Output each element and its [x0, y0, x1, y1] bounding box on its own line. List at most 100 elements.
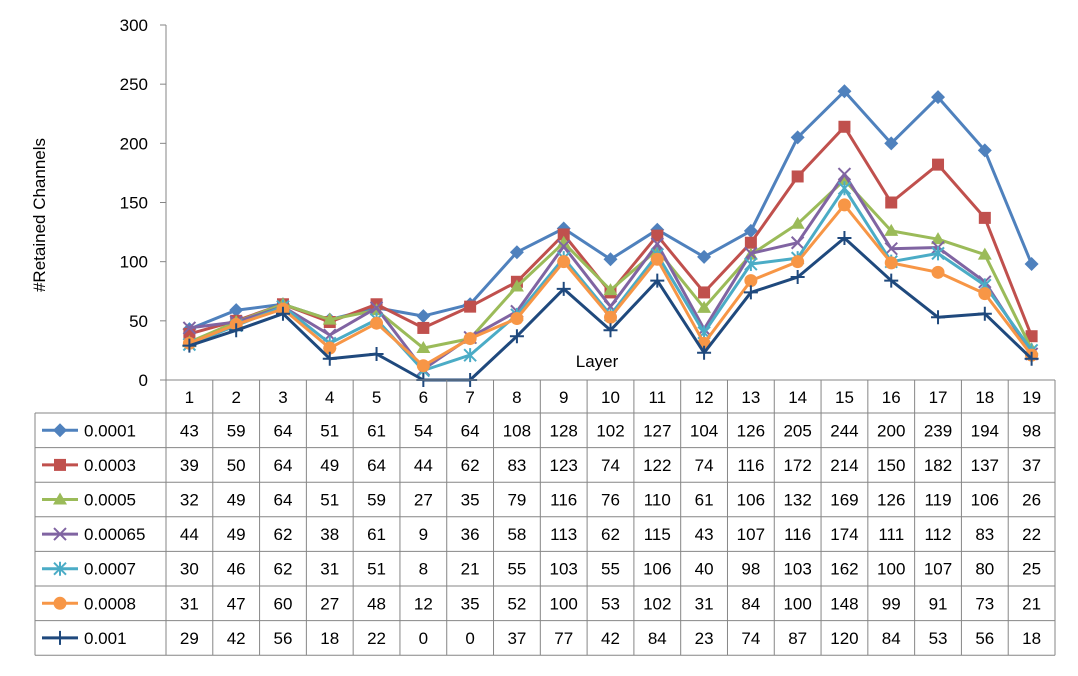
legend-label: 0.0003 — [84, 456, 136, 475]
data-point — [651, 229, 664, 242]
data-point — [884, 241, 898, 256]
data-label: 12 — [414, 594, 433, 613]
data-point — [884, 256, 898, 270]
data-point — [932, 158, 945, 171]
data-point — [650, 273, 665, 288]
data-label: 87 — [788, 629, 807, 648]
table-row: 0.0001 43 59 64 51 61 54 64 108 128 102 127 104 126 20… — [42, 421, 1041, 440]
data-point — [53, 527, 67, 541]
data-label: 119 — [924, 491, 951, 510]
data-point — [509, 279, 524, 292]
legend-label: 0.00065 — [84, 525, 145, 544]
data-point — [931, 310, 946, 325]
data-label: 59 — [227, 421, 246, 440]
data-label: 42 — [601, 629, 620, 648]
data-label: 64 — [274, 456, 293, 475]
legend-label: 0.001 — [84, 629, 127, 648]
y-tick-label: 150 — [120, 194, 148, 213]
data-label: 77 — [554, 629, 573, 648]
data-point — [790, 130, 805, 145]
data-label: 9 — [419, 525, 428, 544]
data-label: 8 — [419, 560, 428, 579]
data-label: 55 — [507, 560, 526, 579]
data-label: 48 — [367, 594, 386, 613]
data-label: 54 — [414, 421, 433, 440]
data-point — [53, 492, 67, 505]
x-tick-label: 5 — [372, 388, 381, 407]
data-label: 123 — [550, 456, 578, 475]
data-point — [1024, 351, 1039, 366]
data-point — [369, 301, 384, 315]
legend-key — [42, 596, 78, 610]
data-label: 182 — [924, 456, 952, 475]
x-tick-label: 6 — [419, 388, 428, 407]
data-point — [182, 338, 197, 353]
data-label: 22 — [367, 629, 386, 648]
legend-label: 0.0005 — [84, 491, 136, 510]
x-tick-label: 12 — [695, 388, 714, 407]
data-point — [54, 458, 66, 471]
data-label: 52 — [507, 594, 526, 613]
data-point — [229, 323, 244, 338]
data-label: 55 — [601, 560, 620, 579]
data-label: 31 — [180, 594, 199, 613]
data-point — [978, 287, 992, 301]
data-point — [790, 216, 805, 229]
data-label: 83 — [507, 456, 526, 475]
data-label: 32 — [180, 491, 199, 510]
data-label: 200 — [877, 421, 905, 440]
data-label: 31 — [695, 594, 714, 613]
data-point — [275, 306, 290, 321]
data-label: 39 — [180, 456, 199, 475]
data-label: 61 — [695, 491, 714, 510]
data-point — [603, 323, 618, 338]
data-label: 169 — [830, 491, 858, 510]
data-label: 46 — [227, 560, 246, 579]
data-label: 35 — [461, 594, 480, 613]
data-label: 132 — [783, 491, 811, 510]
data-point — [416, 309, 431, 324]
data-point — [837, 84, 852, 99]
data-label: 100 — [783, 594, 811, 613]
x-tick-label: 19 — [1022, 388, 1041, 407]
data-label: 113 — [550, 525, 577, 544]
data-table: 1 2 3 4 5 6 7 8 9 10 11 12 13 14 15 16 17 18 190.0001 43 59 6… — [34, 379, 1056, 656]
data-label: 104 — [690, 421, 718, 440]
legend-key — [42, 423, 78, 438]
data-label: 116 — [737, 456, 764, 475]
data-point — [744, 274, 758, 288]
data-label: 80 — [975, 560, 994, 579]
data-label: 214 — [830, 456, 858, 475]
data-label: 76 — [601, 491, 620, 510]
data-point — [977, 247, 992, 260]
data-label: 30 — [180, 560, 199, 579]
data-point — [323, 341, 337, 355]
data-point — [1025, 330, 1038, 343]
y-tick-label: 300 — [120, 16, 148, 35]
series-line — [189, 172, 1033, 371]
data-label: 84 — [882, 629, 901, 648]
data-point — [931, 246, 945, 261]
data-point — [370, 316, 384, 330]
data-point — [463, 348, 477, 363]
data-label: 102 — [643, 594, 671, 613]
table-row: 0.0003 39 50 64 49 64 44 62 83 123 74 122 74 116 172 21… — [42, 456, 1041, 475]
x-tick-label: 13 — [741, 388, 760, 407]
data-label: 128 — [550, 421, 578, 440]
data-label: 126 — [737, 421, 765, 440]
y-tick-label: 200 — [120, 134, 148, 153]
data-label: 62 — [274, 525, 293, 544]
legend-key — [42, 630, 78, 645]
data-point — [790, 236, 805, 250]
data-point — [1024, 257, 1039, 272]
data-point — [884, 273, 899, 288]
x-tick-label: 15 — [835, 388, 854, 407]
data-label: 111 — [878, 525, 904, 544]
data-label: 50 — [227, 456, 246, 475]
data-point — [463, 332, 477, 346]
data-label: 49 — [227, 491, 246, 510]
data-label: 40 — [695, 560, 714, 579]
data-point — [790, 270, 805, 285]
data-point — [885, 196, 898, 209]
data-label: 53 — [929, 629, 948, 648]
